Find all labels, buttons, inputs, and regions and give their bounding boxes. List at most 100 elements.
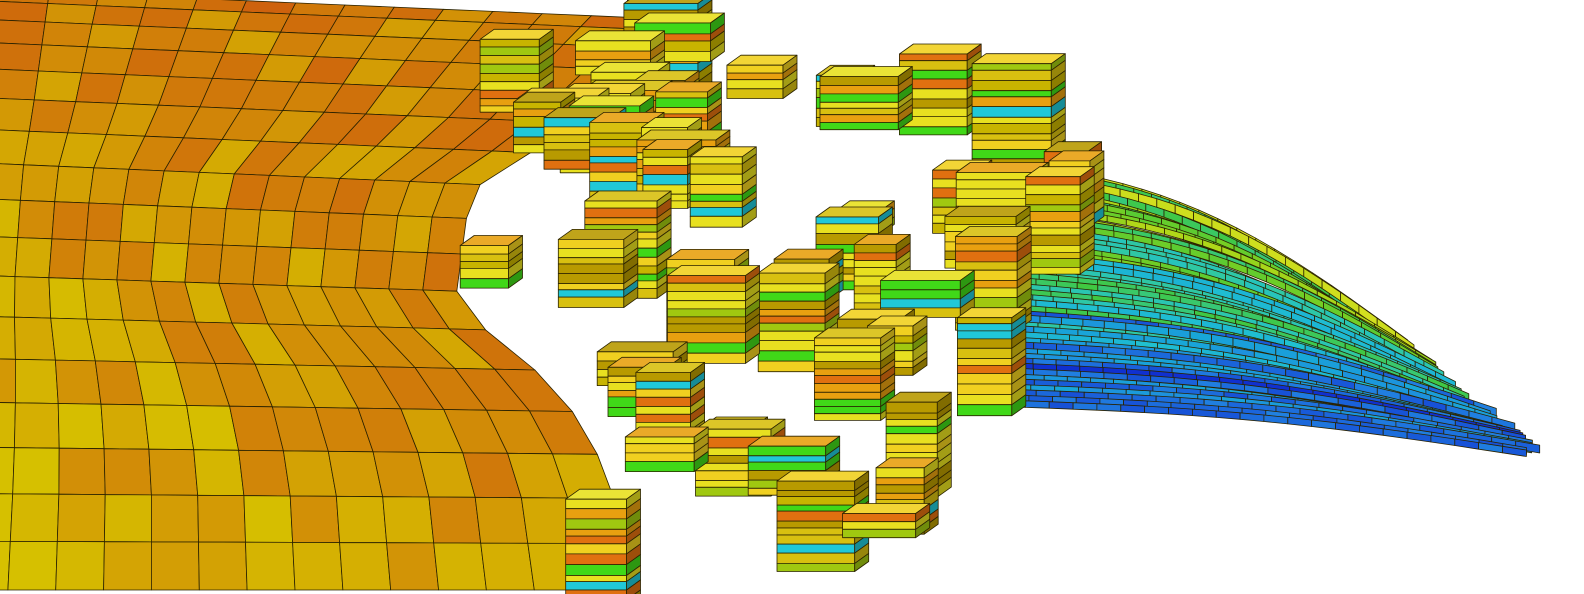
surface-cell <box>0 163 25 201</box>
block-layer <box>957 323 1013 332</box>
block-side <box>1079 256 1095 275</box>
surface-cell <box>17 199 56 240</box>
block-layer <box>955 197 1035 207</box>
block-layer <box>459 278 509 289</box>
block-layer <box>814 368 882 377</box>
block-layer <box>957 394 1013 406</box>
fan-cell <box>1192 408 1217 418</box>
surface-cell <box>82 239 121 281</box>
block-layer <box>955 188 1035 199</box>
surface-cell <box>292 542 344 591</box>
block-top <box>634 12 725 24</box>
block-layer <box>589 122 651 134</box>
block-layer <box>1025 194 1081 206</box>
surface-cell <box>19 164 60 203</box>
surface-cell <box>14 316 56 361</box>
block-layer <box>655 97 708 108</box>
surface-cell <box>354 249 394 290</box>
block-layer <box>557 263 625 274</box>
fan-cell <box>1024 400 1050 409</box>
block-top <box>667 265 760 277</box>
surface-cell <box>91 5 146 27</box>
block-layer <box>565 535 627 545</box>
surface-cell <box>243 495 294 543</box>
block-layer <box>971 149 1052 160</box>
block-layer <box>875 477 925 486</box>
block-top <box>944 205 1031 217</box>
block-layer <box>689 215 743 228</box>
surface-cell <box>324 212 364 251</box>
block-layer <box>955 236 1018 245</box>
block-layer <box>853 243 897 254</box>
block-layer <box>957 330 1013 340</box>
block-side <box>710 41 725 62</box>
block-layer <box>459 261 509 269</box>
surface-cell <box>290 210 330 250</box>
surface-cell <box>0 316 16 360</box>
block-layer <box>899 53 968 62</box>
block-layer <box>667 308 746 318</box>
block-layer <box>885 401 938 414</box>
block-layer <box>776 490 856 498</box>
block-layer <box>479 46 540 56</box>
block-layer <box>575 40 651 52</box>
block-layer <box>757 315 826 324</box>
surface-cell <box>119 203 159 244</box>
surface-cell <box>0 447 15 495</box>
surface-cell <box>116 240 155 282</box>
surface-cell <box>428 496 482 544</box>
block-layer <box>880 298 961 309</box>
block-layer <box>776 563 856 572</box>
block-side <box>854 553 870 572</box>
surface-cell <box>233 11 291 33</box>
block-layer <box>726 64 784 74</box>
block-layer <box>757 291 826 302</box>
block-top <box>880 269 975 281</box>
block-layer <box>565 581 627 591</box>
block-layer <box>1025 184 1081 196</box>
surface-cell <box>51 201 90 241</box>
block-layer <box>642 165 689 175</box>
block-layer <box>557 296 625 308</box>
block-layer <box>565 553 627 565</box>
surface-cell <box>358 213 399 252</box>
block-layer <box>635 371 691 382</box>
surface-cell <box>335 495 388 544</box>
surface-cell <box>392 215 433 254</box>
block-layer <box>885 443 938 454</box>
block-side <box>623 286 639 308</box>
surface-cell <box>185 9 242 31</box>
block-layer <box>819 107 899 116</box>
block-layer <box>957 338 1013 349</box>
surface-cell <box>14 237 53 279</box>
block-layer <box>814 337 882 347</box>
block-layer <box>557 238 625 249</box>
surface-cell <box>480 542 535 591</box>
block-layer <box>557 273 625 285</box>
block-layer <box>815 216 879 225</box>
block-layer <box>971 80 1052 92</box>
block-layer <box>557 247 625 259</box>
block-side <box>782 78 798 99</box>
surface-cell <box>422 252 463 292</box>
fan-cell <box>1215 410 1241 420</box>
surface-cell <box>286 247 326 288</box>
surface-cell <box>0 19 46 46</box>
block-layer <box>635 413 691 423</box>
block-layer <box>642 174 689 186</box>
block-layer <box>885 412 938 420</box>
surface-cell <box>48 277 88 320</box>
surface-cell <box>0 358 16 404</box>
block-layer <box>757 300 826 310</box>
block-layer <box>667 275 746 284</box>
block-layer <box>584 217 658 226</box>
block-layer <box>814 360 882 370</box>
block-layer <box>624 436 695 445</box>
surface-cell <box>138 7 194 29</box>
block-layer <box>853 260 897 269</box>
block-layer <box>726 79 784 90</box>
block-layer <box>565 589 627 594</box>
block-layer <box>1025 244 1081 253</box>
surface-cell <box>13 402 60 449</box>
surface-cell <box>0 199 21 239</box>
